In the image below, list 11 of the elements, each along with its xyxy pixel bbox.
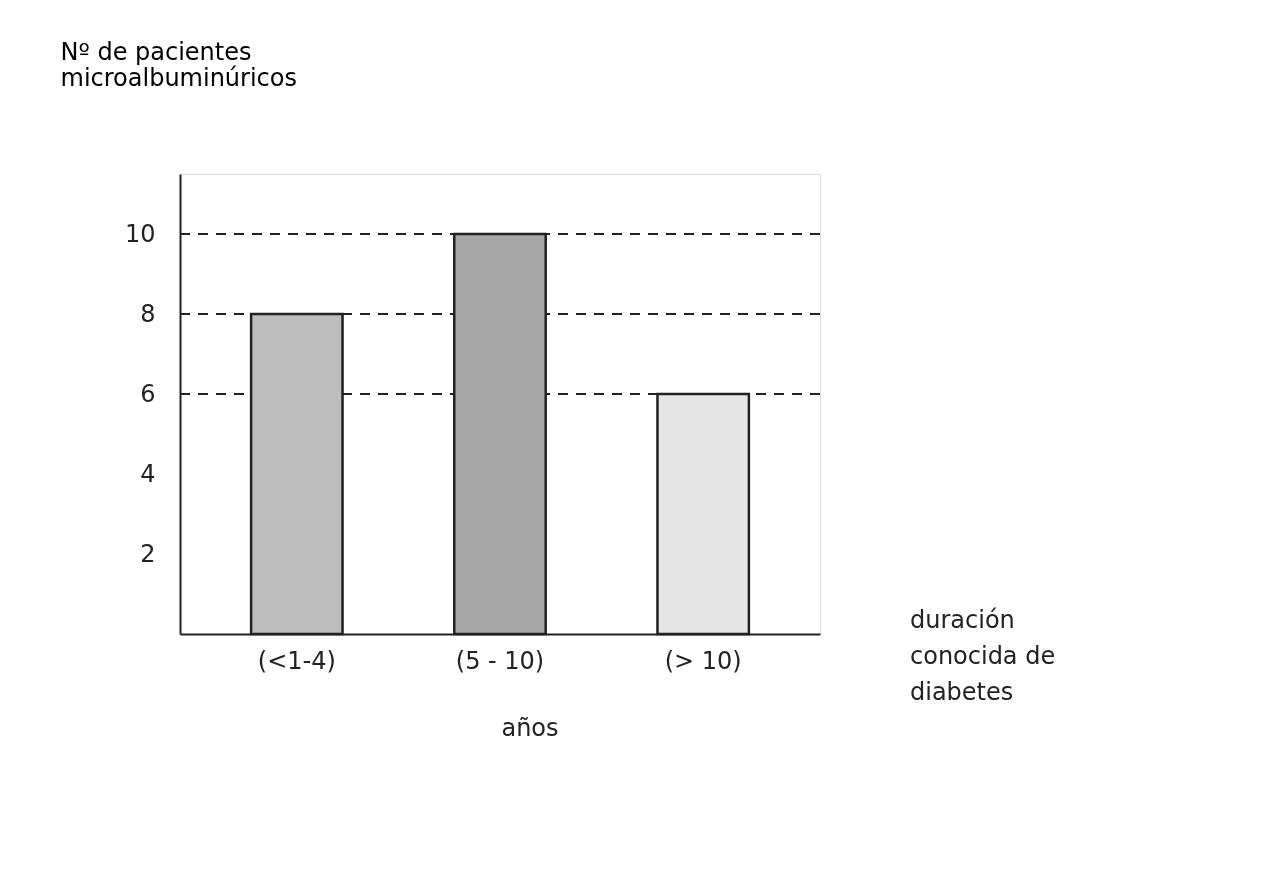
y-axis-title: Nº de pacientes microalbuminúricos [60,37,297,92]
text: años [501,714,559,742]
y-tick-label: 4 [140,459,156,488]
y-tick-label: 8 [140,299,156,328]
x-tick-label: (<1-4) [257,646,336,675]
y-tick-label: 10 [124,219,156,248]
y-tick-label: 6 [140,379,156,408]
y-tick-label: 2 [140,539,156,568]
x-axis-title: duración conocida de diabetes [910,606,1056,706]
x-tick-label: (> 10) [664,646,742,675]
x-tick-label: (5 - 10) [455,646,545,675]
